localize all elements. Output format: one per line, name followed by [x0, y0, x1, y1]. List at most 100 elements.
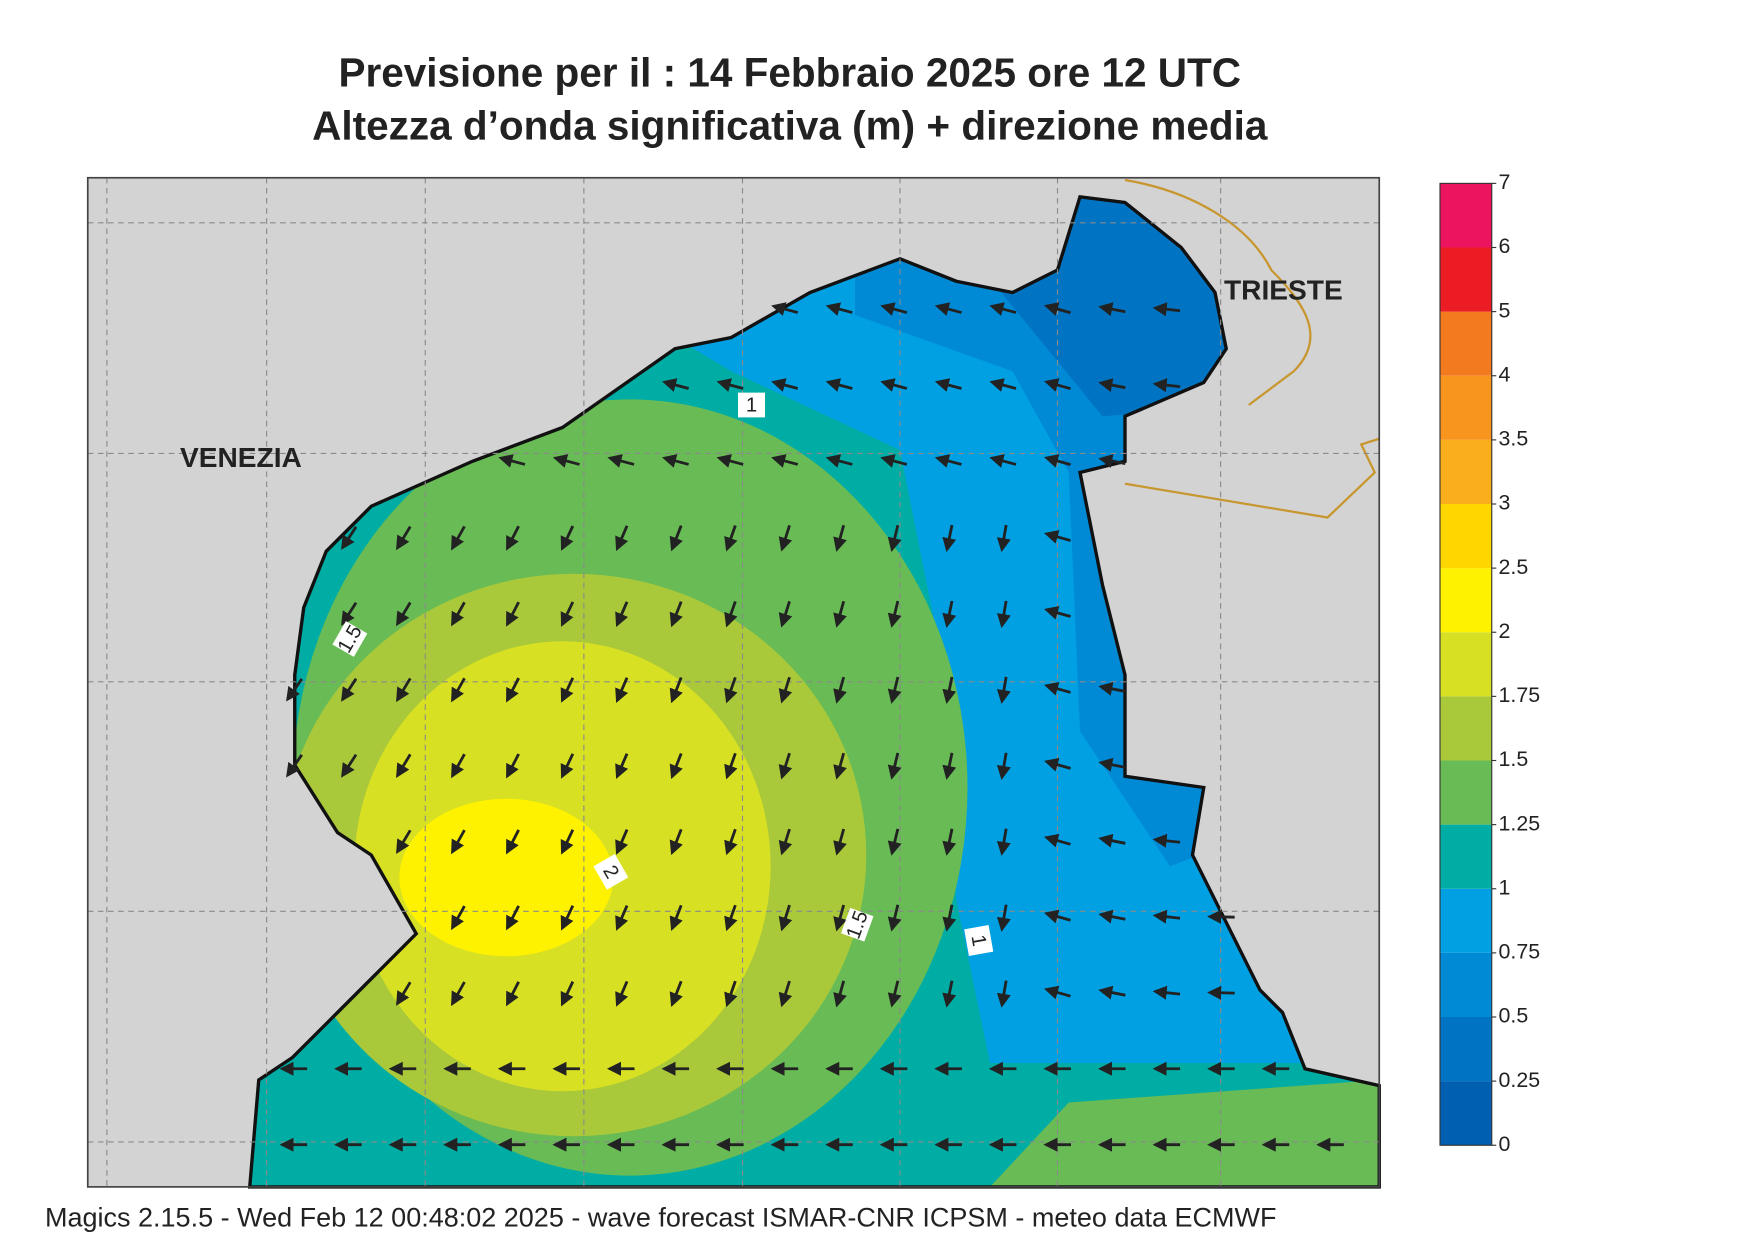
direction-arrow [880, 454, 908, 468]
direction-arrow [669, 828, 683, 856]
direction-arrow [286, 754, 303, 778]
direction-arrow [506, 525, 520, 551]
direction-arrow [778, 828, 793, 856]
direction-arrow [1152, 378, 1181, 393]
colorbar-label: 4 [1499, 362, 1511, 386]
direction-arrow [724, 752, 738, 780]
direction-arrow [1207, 985, 1235, 1000]
colorbar-bin [1440, 952, 1492, 1017]
direction-arrow [716, 454, 744, 468]
direction-arrow [880, 302, 908, 316]
place-label: VENEZIA [180, 442, 302, 473]
direction-arrow [498, 454, 526, 468]
contour-label: 1 [964, 925, 994, 956]
direction-arrow [286, 678, 303, 702]
direction-arrow [1044, 681, 1071, 696]
direction-arrow [607, 454, 635, 468]
direction-arrow [1207, 909, 1235, 924]
direction-arrow [989, 378, 1017, 392]
direction-arrow [771, 378, 799, 392]
direction-arrow [1098, 985, 1126, 1000]
colorbar-bin [1440, 632, 1492, 697]
direction-arrow [615, 980, 629, 1007]
direction-arrow [560, 905, 575, 931]
direction-arrow [1098, 833, 1126, 848]
contour-label-text: 1 [966, 933, 990, 948]
direction-arrow [1044, 378, 1071, 392]
direction-arrow [942, 752, 957, 780]
colorbar-bin [1440, 311, 1492, 376]
direction-arrow [669, 677, 683, 704]
direction-arrow [1098, 454, 1126, 468]
direction-arrow [887, 676, 902, 704]
direction-arrow [942, 828, 957, 856]
direction-arrow [396, 601, 412, 627]
direction-arrow [778, 524, 793, 552]
direction-arrow [724, 525, 738, 552]
direction-arrow [506, 753, 520, 779]
wave-direction-arrows [279, 302, 1344, 1152]
direction-arrow [560, 525, 575, 551]
direction-arrow [833, 676, 847, 704]
direction-arrow [1152, 833, 1181, 848]
direction-arrow [996, 904, 1011, 932]
colorbar-bin [1440, 824, 1492, 889]
direction-arrow [989, 454, 1017, 468]
direction-arrow [778, 752, 793, 780]
contour-label: 1 [738, 392, 765, 418]
colorbar: 0 0.25 0.5 0.75 1 1.25 1.5 1.75 2 2.5 3 3.5 4 5 6 7 [1439, 170, 1541, 1156]
direction-arrow [560, 753, 575, 779]
direction-arrow [396, 981, 412, 1006]
direction-arrow [1044, 909, 1071, 924]
direction-arrow [451, 905, 466, 931]
direction-arrow [1044, 530, 1071, 544]
direction-arrow [451, 981, 466, 1007]
contour-label-box [738, 392, 765, 418]
colorbar-bin [1440, 1017, 1492, 1082]
direction-arrow [615, 753, 629, 779]
direction-arrow [833, 980, 847, 1008]
contour-label-box [593, 853, 629, 890]
direction-arrow [669, 752, 683, 780]
direction-arrow [880, 378, 908, 392]
direction-arrow [825, 378, 853, 392]
direction-arrow [662, 378, 690, 392]
direction-arrow [778, 980, 793, 1008]
direction-arrow [716, 378, 744, 392]
direction-arrow [1044, 833, 1071, 848]
direction-arrow [341, 753, 358, 778]
direction-arrow [996, 980, 1011, 1008]
direction-arrow [833, 600, 847, 628]
direction-arrow [669, 525, 683, 552]
colorbar-label: 0.25 [1499, 1068, 1541, 1092]
direction-arrow [451, 525, 466, 551]
direction-arrow [1152, 302, 1181, 317]
direction-arrow [887, 524, 902, 552]
direction-arrow [934, 378, 962, 392]
direction-arrow [451, 753, 466, 779]
colorbar-bin [1440, 1081, 1492, 1146]
direction-arrow [506, 981, 520, 1007]
direction-arrow [506, 829, 520, 855]
colorbar-bin [1440, 504, 1492, 569]
direction-arrow [833, 904, 847, 932]
direction-arrow [1152, 909, 1181, 924]
colorbar-bin [1440, 247, 1492, 312]
direction-arrow [934, 302, 962, 316]
direction-arrow [825, 454, 853, 468]
direction-arrow [996, 676, 1011, 705]
direction-arrow [887, 828, 902, 856]
direction-arrow [778, 676, 793, 704]
direction-arrow [451, 829, 466, 855]
colorbar-label: 7 [1499, 170, 1511, 194]
colorbar-label: 6 [1499, 234, 1511, 258]
contour-label-box [332, 621, 368, 657]
direction-arrow [942, 904, 957, 932]
direction-arrow [996, 600, 1011, 629]
direction-arrow [887, 980, 902, 1008]
direction-arrow [833, 752, 847, 780]
direction-arrow [341, 601, 358, 626]
direction-arrow [396, 753, 412, 779]
map-frame [86, 176, 1381, 1188]
